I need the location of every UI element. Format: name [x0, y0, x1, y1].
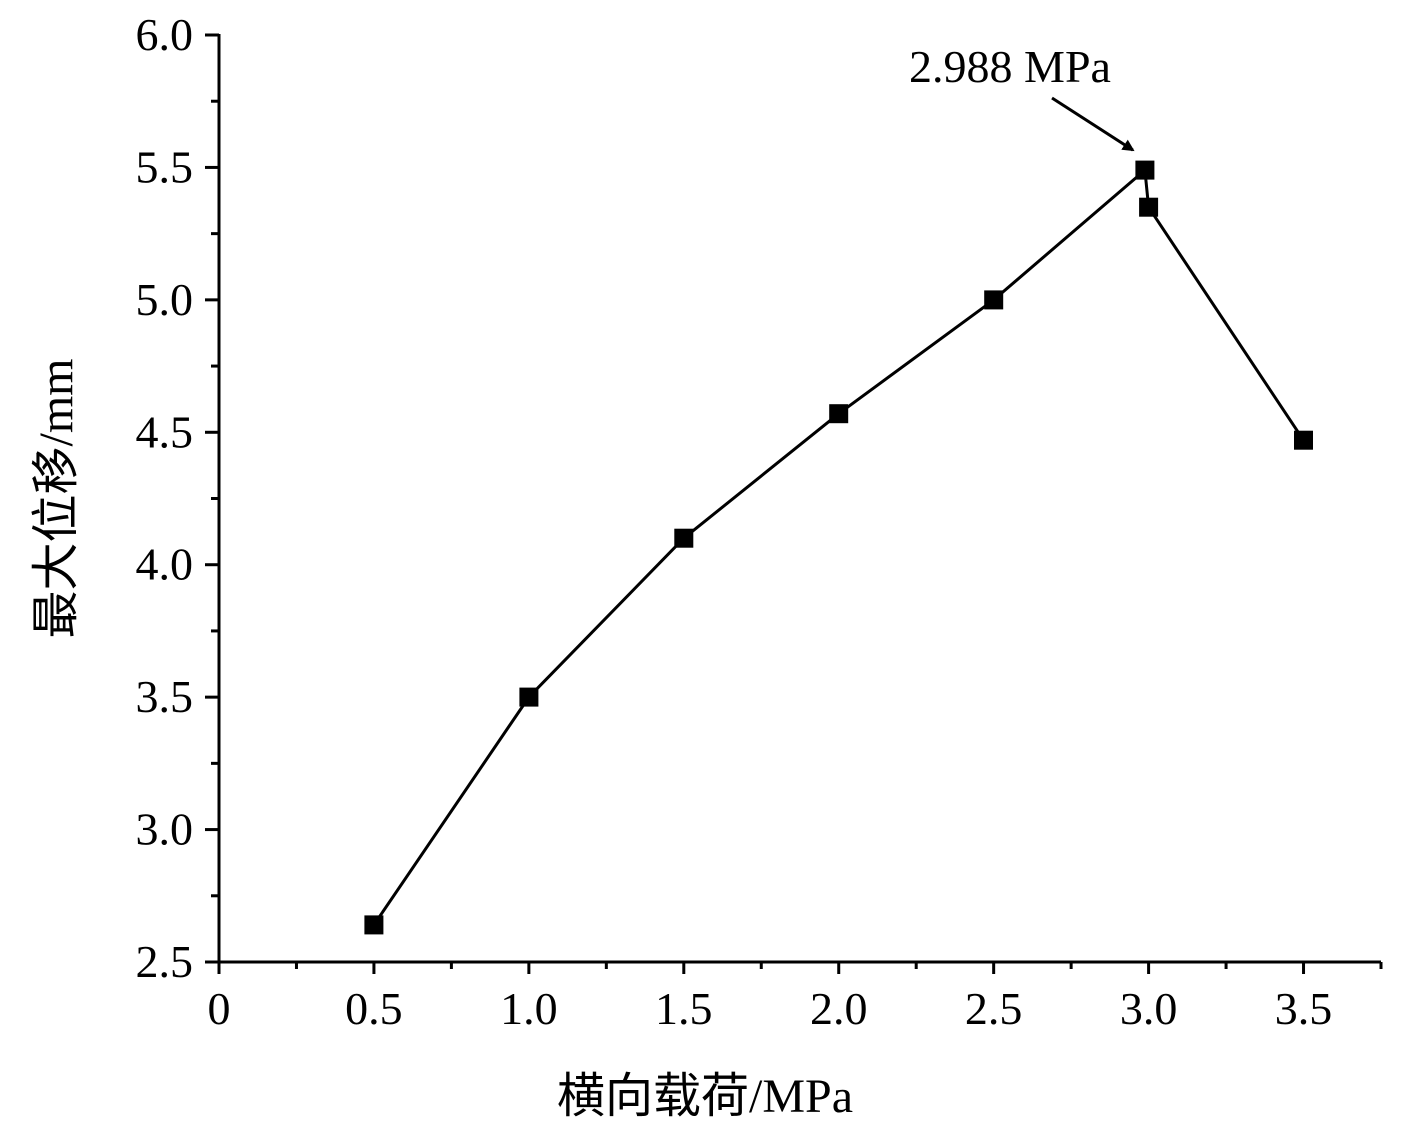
axes — [217, 34, 1381, 964]
data-point — [1294, 430, 1313, 450]
x-ticks: 0 0.5 1.0 1.5 2.0 2.5 3.0 3.5 — [208, 962, 1383, 1034]
data-point — [984, 290, 1004, 310]
data-point — [364, 915, 384, 935]
annotations: 2.988 MPa — [909, 41, 1135, 152]
x-tick-label: 3.5 — [1275, 983, 1333, 1034]
annotation-arrow — [1051, 96, 1135, 152]
x-tick-label: 1.5 — [655, 983, 713, 1034]
x-tick-label: 1.0 — [500, 983, 558, 1034]
data-point — [1139, 197, 1159, 217]
x-tick-label: 0 — [208, 983, 231, 1034]
data-point — [519, 687, 539, 707]
y-axis-title: 最大位移/mm — [30, 358, 83, 638]
y-tick-label: 5.0 — [136, 274, 194, 325]
y-tick-label: 3.0 — [136, 804, 194, 855]
y-ticks: 2.5 3.0 3.5 4.0 4.5 5.0 5.5 6.0 — [136, 9, 219, 987]
data-point — [829, 404, 849, 424]
y-tick-label: 2.5 — [136, 936, 194, 987]
series-line — [372, 168, 1305, 926]
y-tick-label: 4.0 — [136, 539, 194, 590]
y-tick-label: 5.5 — [136, 141, 194, 192]
x-tick-label: 2.0 — [810, 983, 868, 1034]
peak-annotation-label: 2.988 MPa — [909, 41, 1111, 92]
data-point — [674, 528, 694, 548]
x-tick-label: 0.5 — [345, 983, 403, 1034]
series — [364, 160, 1313, 935]
y-tick-label: 3.5 — [136, 671, 194, 722]
y-tick-label: 4.5 — [136, 406, 194, 457]
x-tick-label: 2.5 — [965, 983, 1023, 1034]
data-point — [1135, 160, 1155, 180]
x-tick-label: 3.0 — [1120, 983, 1178, 1034]
x-axis-title: 横向载荷/MPa — [557, 1070, 853, 1123]
y-tick-label: 6.0 — [136, 9, 194, 60]
